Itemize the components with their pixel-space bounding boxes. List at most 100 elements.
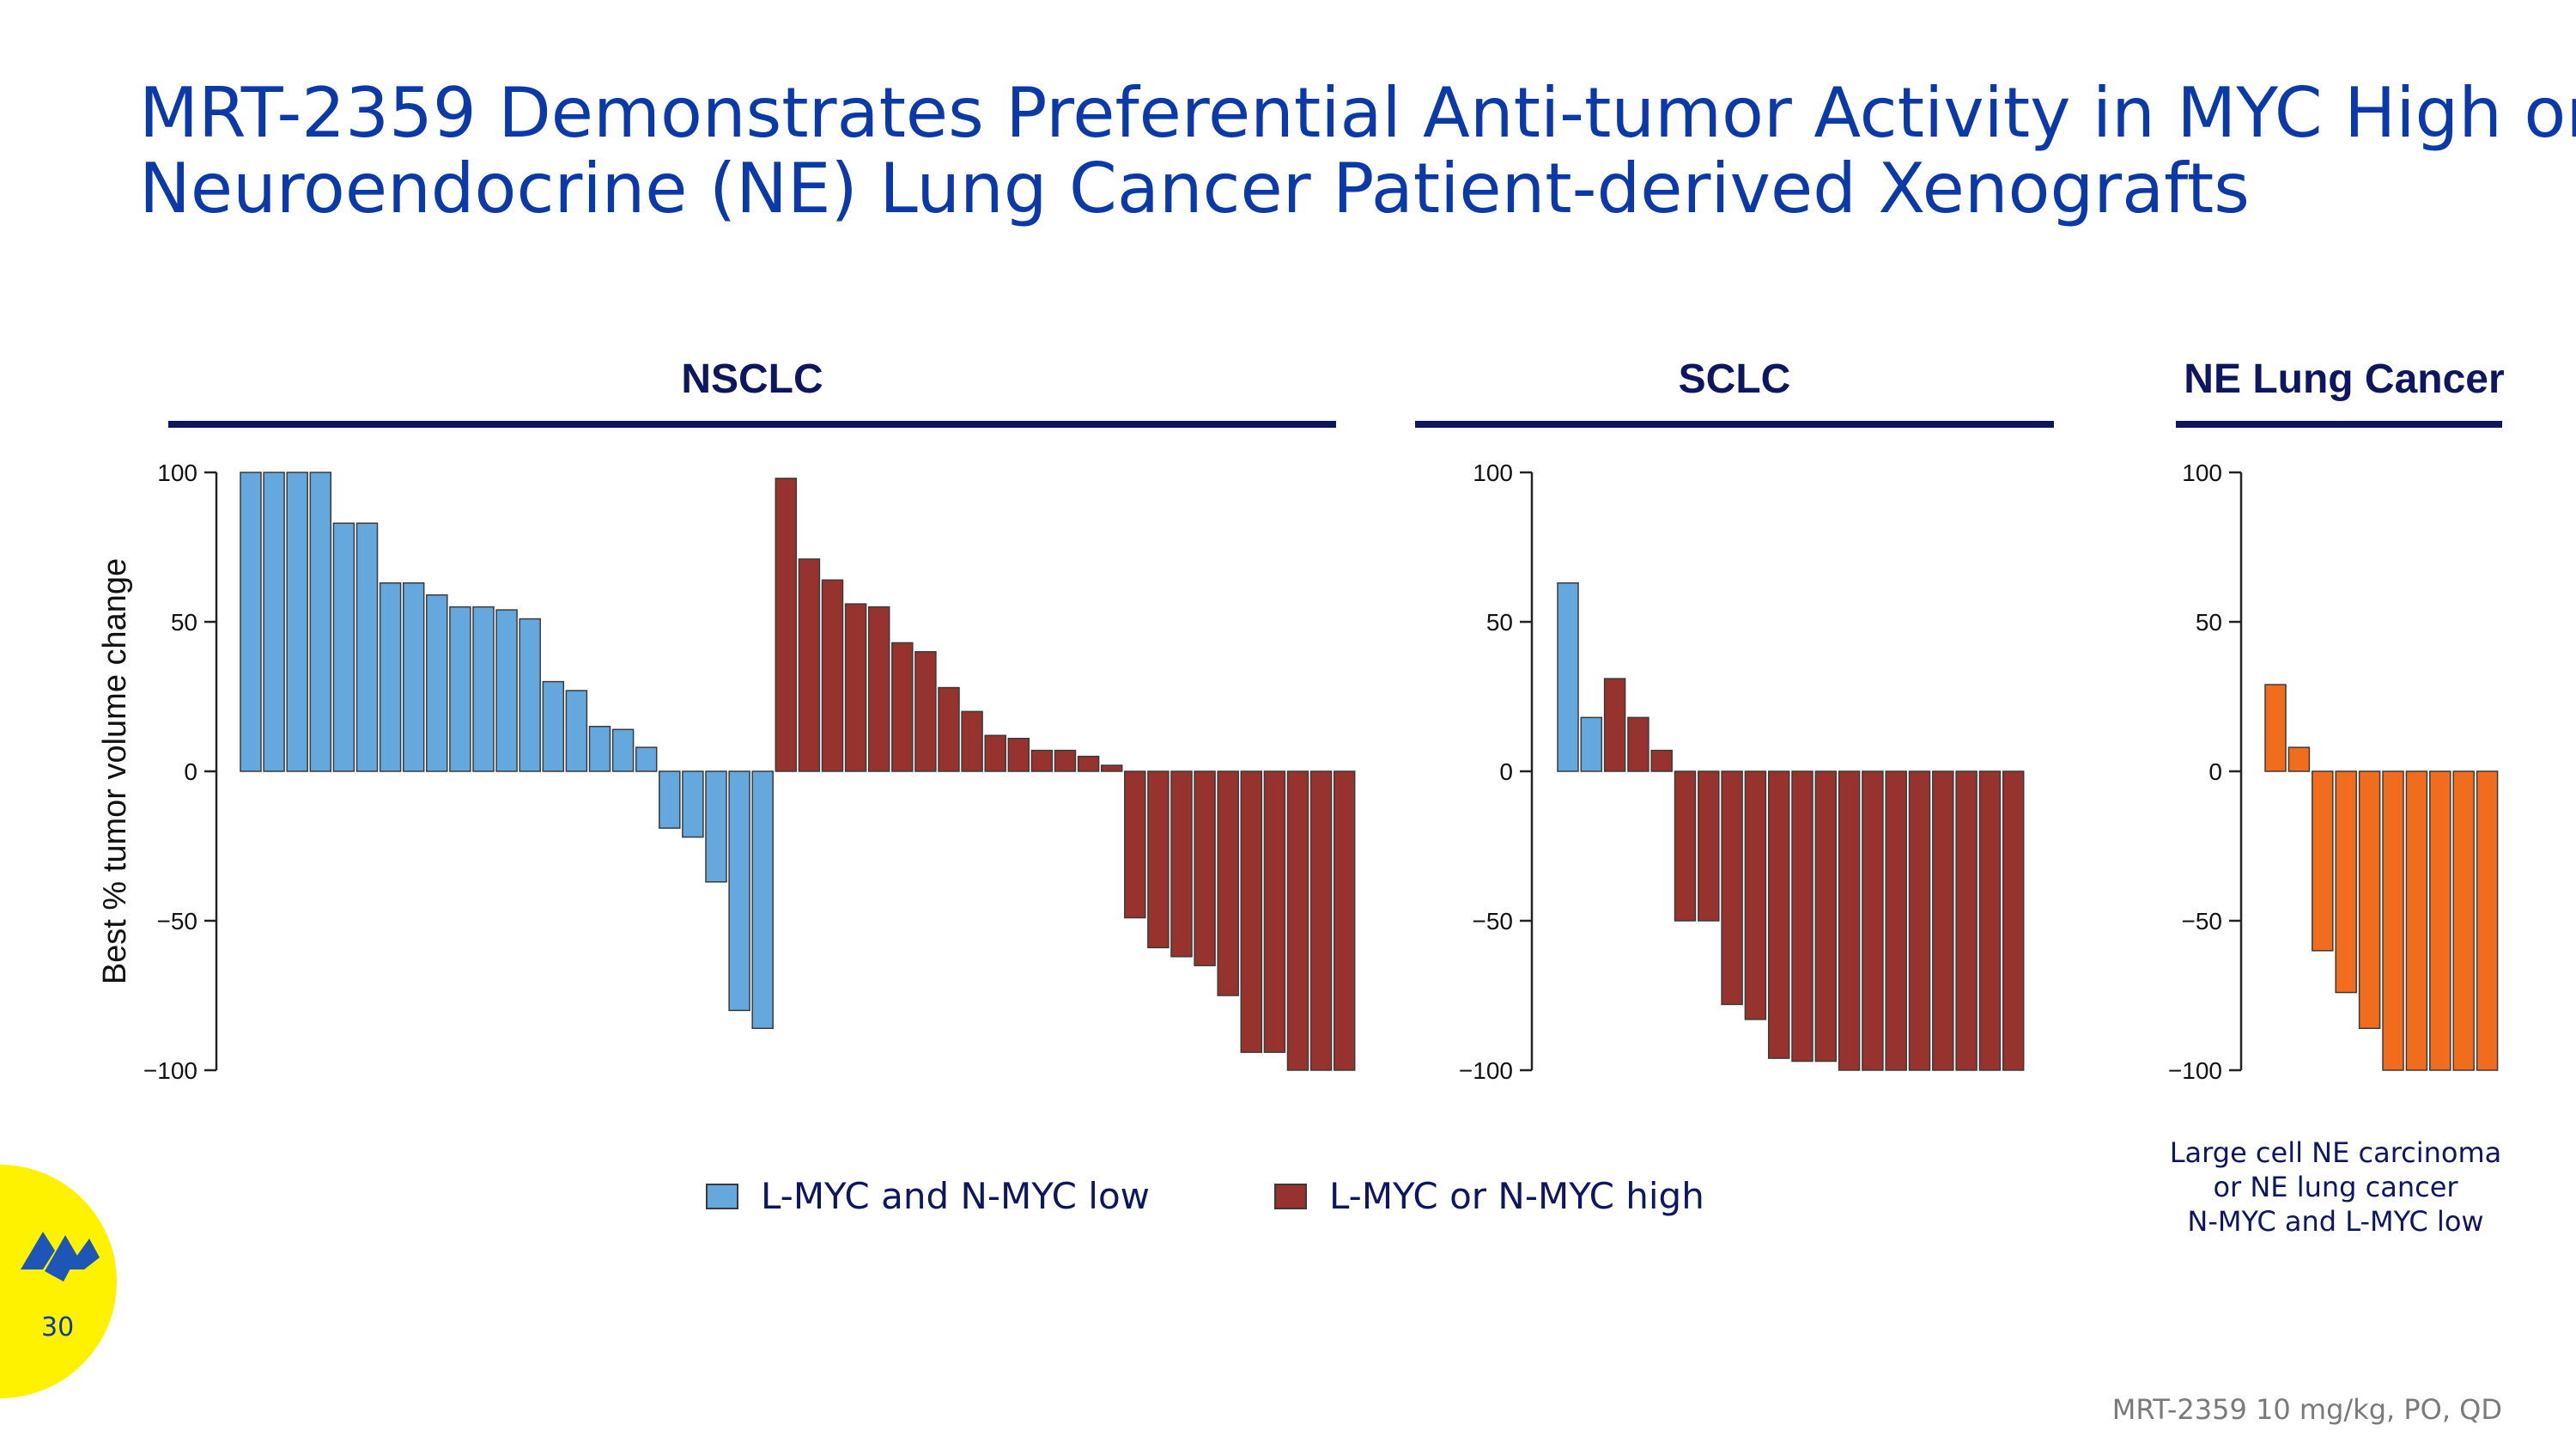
ne-note: Large cell NE carcinoma or NE lung cance… bbox=[2121, 1135, 2550, 1239]
nsclc-bar bbox=[1124, 770, 1146, 919]
nsclc-bar bbox=[449, 606, 471, 772]
nsclc-bar bbox=[659, 770, 681, 829]
sclc-bar bbox=[1978, 770, 2002, 1071]
legend-label-low: L-MYC and N-MYC low bbox=[761, 1175, 1151, 1217]
nsclc-bar bbox=[355, 522, 379, 772]
nsclc-bar bbox=[495, 609, 518, 772]
panel-rule-ne-lung-cancer bbox=[2176, 421, 2502, 428]
company-logo-icon bbox=[21, 1232, 100, 1282]
nsclc-bar bbox=[588, 726, 611, 772]
nsclc-tick-label: −100 bbox=[143, 1057, 197, 1084]
nsclc-bar bbox=[332, 522, 355, 772]
nsclc-bar bbox=[542, 680, 565, 772]
slide-title-line-1: MRT-2359 Demonstrates Preferential Anti-… bbox=[139, 73, 2576, 153]
sclc-bar bbox=[1650, 749, 1673, 772]
legend-item-low: L-MYC and N-MYC low bbox=[706, 1175, 1150, 1218]
nsclc-bar bbox=[798, 558, 821, 772]
nsclc-bar bbox=[565, 690, 588, 772]
nsclc-bar bbox=[728, 770, 750, 1012]
y-axis-label: Best % tumor volume change bbox=[97, 558, 133, 984]
sclc-bar bbox=[1580, 716, 1603, 772]
nsclc-bar bbox=[1054, 749, 1077, 772]
nsclc-tick-label: −50 bbox=[157, 908, 198, 935]
nsclc-bar bbox=[751, 770, 774, 1030]
ne-tick-label: −100 bbox=[2168, 1057, 2222, 1084]
sclc-bar bbox=[1627, 716, 1649, 772]
sclc-bar bbox=[1744, 770, 1767, 1020]
nsclc-bar bbox=[867, 606, 890, 772]
ne-bar bbox=[2429, 770, 2451, 1071]
nsclc-bar bbox=[519, 618, 541, 772]
nsclc-bar bbox=[891, 642, 914, 772]
nsclc-bar bbox=[263, 472, 285, 772]
ne-bar bbox=[2382, 770, 2404, 1071]
footnote: MRT-2359 10 mg/kg, PO, QD bbox=[2111, 1393, 2502, 1426]
sclc-bar bbox=[1674, 770, 1697, 922]
page-number: 30 bbox=[41, 1312, 75, 1342]
nsclc-bar bbox=[1100, 764, 1123, 772]
ne-bar bbox=[2335, 770, 2357, 994]
panel-rule-nsclc bbox=[168, 421, 1336, 428]
sclc-bar bbox=[1721, 770, 1743, 1006]
nsclc-bar bbox=[1333, 770, 1356, 1071]
nsclc-bar bbox=[1240, 770, 1263, 1053]
panel-rule-sclc bbox=[1415, 421, 2054, 428]
sclc-bar bbox=[1698, 770, 1720, 922]
sclc-bar bbox=[1557, 582, 1579, 772]
sclc-bar bbox=[1862, 770, 1884, 1071]
nsclc-tick-label: 100 bbox=[157, 460, 197, 486]
ne-note-line-3: N-MYC and L-MYC low bbox=[2187, 1205, 2484, 1238]
slide-title-line-2: Neuroendocrine (NE) Lung Cancer Patient-… bbox=[139, 149, 2250, 228]
sclc-bar bbox=[1885, 770, 1907, 1071]
nsclc-bar bbox=[1217, 770, 1239, 996]
nsclc-bar bbox=[379, 582, 402, 772]
nsclc-tick-label: 0 bbox=[184, 758, 197, 785]
nsclc-tick-label: 50 bbox=[171, 609, 197, 636]
nsclc-bar bbox=[938, 686, 960, 772]
nsclc-bar bbox=[426, 594, 448, 772]
ne-bar bbox=[2312, 770, 2334, 952]
nsclc-bar bbox=[1170, 770, 1193, 958]
panel-title-ne-lung-cancer: NE Lung Cancer bbox=[2184, 356, 2505, 402]
nsclc-bar bbox=[961, 710, 983, 772]
sclc-tick-label: −100 bbox=[1459, 1057, 1513, 1084]
ne-bar bbox=[2358, 770, 2381, 1030]
nsclc-bar bbox=[1309, 770, 1333, 1071]
nsclc-bar bbox=[821, 579, 844, 772]
sclc-bar bbox=[1955, 770, 1978, 1071]
ne-tick-label: 0 bbox=[2208, 758, 2222, 785]
ne-bar bbox=[2264, 684, 2287, 772]
sclc-tick-label: 100 bbox=[1473, 460, 1513, 486]
sclc-tick-label: 50 bbox=[1486, 609, 1513, 636]
ne-tick-label: 50 bbox=[2196, 609, 2222, 636]
sclc-bar bbox=[1838, 770, 1861, 1071]
ne-tick-label: −50 bbox=[2182, 908, 2223, 935]
nsclc-bar bbox=[1194, 770, 1216, 966]
panel-title-nsclc: NSCLC bbox=[681, 356, 823, 402]
nsclc-bar bbox=[472, 606, 495, 772]
nsclc-bar bbox=[844, 603, 867, 772]
nsclc-bar bbox=[682, 770, 704, 838]
ne-bar bbox=[2287, 746, 2311, 772]
sclc-bar bbox=[1814, 770, 1838, 1062]
nsclc-bar bbox=[309, 472, 332, 772]
nsclc-bar bbox=[1263, 770, 1286, 1053]
nsclc-bar bbox=[1007, 737, 1030, 772]
ne-bar bbox=[2405, 770, 2428, 1071]
sclc-tick-label: −50 bbox=[1473, 908, 1514, 935]
nsclc-bar bbox=[402, 582, 425, 772]
sclc-tick-label: 0 bbox=[1499, 758, 1513, 785]
nsclc-bar bbox=[705, 770, 727, 883]
nsclc-bar bbox=[775, 478, 798, 772]
sclc-bar bbox=[1603, 678, 1626, 772]
sclc-bar bbox=[1791, 770, 1814, 1062]
sclc-bar bbox=[2002, 770, 2025, 1071]
sclc-bar bbox=[1932, 770, 1954, 1071]
nsclc-bar bbox=[635, 746, 658, 772]
slide-title: MRT-2359 Demonstrates Preferential Anti-… bbox=[139, 73, 2576, 228]
legend-swatch-high bbox=[1274, 1184, 1307, 1209]
panel-title-sclc: SCLC bbox=[1678, 356, 1791, 402]
nsclc-bar bbox=[1077, 755, 1100, 772]
ne-bar bbox=[2452, 770, 2475, 1071]
